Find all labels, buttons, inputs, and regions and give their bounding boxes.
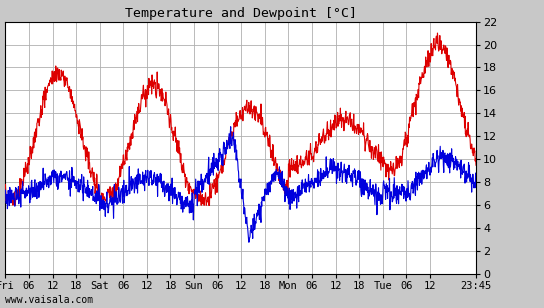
Title: Temperature and Dewpoint [°C]: Temperature and Dewpoint [°C] xyxy=(125,7,357,20)
Text: www.vaisala.com: www.vaisala.com xyxy=(5,295,94,305)
